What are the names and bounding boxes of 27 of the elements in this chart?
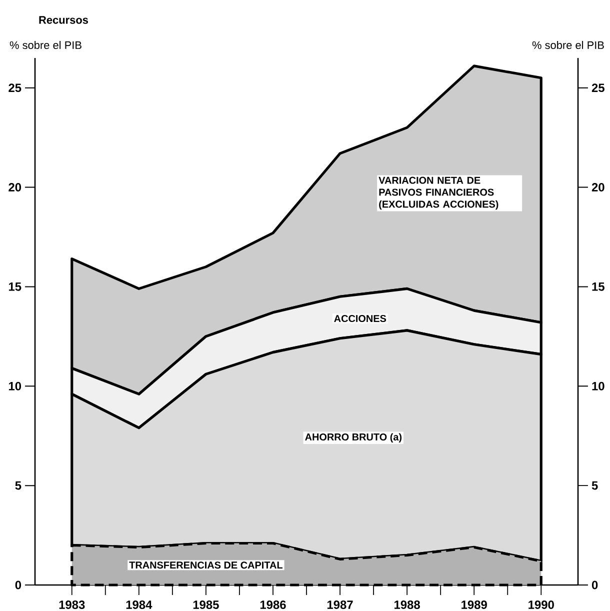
text: % sobre el PIB [10,40,82,50]
chart-title: Recursos [39,16,88,24]
series-label: TRANSFERENCIAS DE CAPITAL [129,562,282,569]
x-tick-label: 1983 [59,600,85,609]
y2-tick-label: 25 [8,84,22,92]
series-label: ACCIONES [334,314,386,322]
series-label: VARIACION NETA DE PASIVOS FINANCIEROS (EXCLUIDAS ACCIONES) [378,176,498,210]
x-tick-label: 1984 [126,600,152,609]
x-tick-label: 1987 [327,600,353,609]
y2-tick-label: 10 [8,382,22,390]
x-tick-label: 1988 [394,600,420,609]
y-tick-label: 15 [592,282,604,291]
y-tick-label: 25 [592,84,604,92]
x-tick-label: 1985 [193,600,219,609]
y-tick-label: 5 [592,481,598,490]
y-tick-label: 0 [592,580,598,590]
text: % sobre el PIB [532,40,604,50]
y2-tick-label: 20 [8,183,22,192]
series-label: AHORRO BRUTO (a) [305,433,402,442]
y-tick-label: 20 [592,183,604,192]
x-tick-label: 1990 [528,600,554,609]
y2-tick-label: 5 [15,481,22,490]
x-tick-label: 1989 [462,600,487,609]
x-tick-label: 1986 [260,600,286,609]
y2-tick-label: 0 [15,580,22,590]
y-tick-label: 10 [592,382,604,390]
y2-tick-label: 15 [8,282,22,291]
